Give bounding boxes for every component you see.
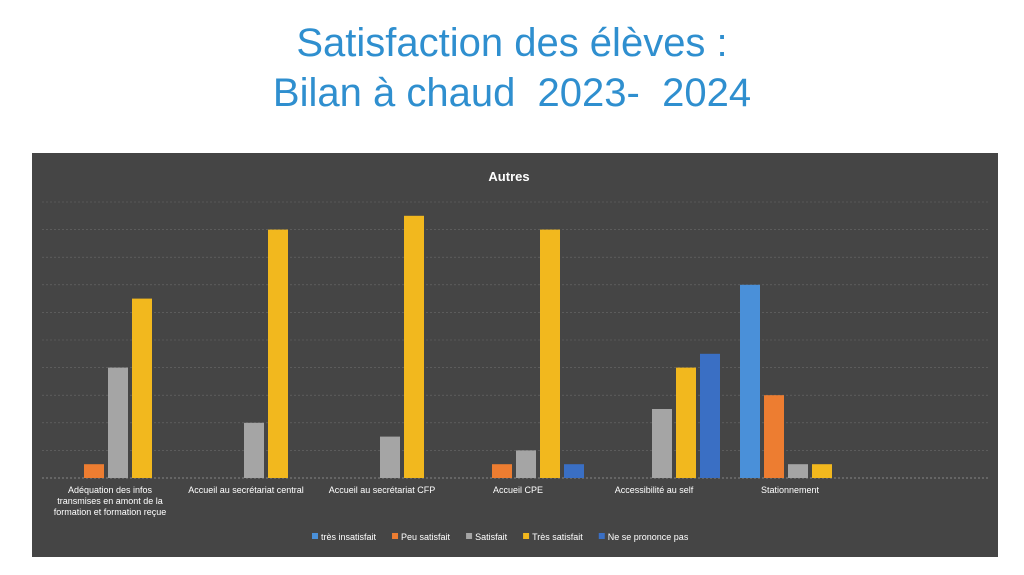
category-label-line: Stationnement xyxy=(761,485,820,495)
category-label-line: Accueil CPE xyxy=(493,485,543,495)
bar-satisfait-2 xyxy=(380,436,400,478)
slide-title-line-2: Bilan à chaud 2023- 2024 xyxy=(272,71,752,115)
bar-peu-satisfait-5 xyxy=(764,395,784,478)
category-label-line: Accueil au secrétariat central xyxy=(188,485,304,495)
legend-swatch xyxy=(312,533,318,539)
bar-satisfait-3 xyxy=(516,450,536,478)
legend-label: Satisfait xyxy=(475,532,508,542)
bar-chart: Autres Adéquation des infos transmises en… xyxy=(42,169,988,542)
bar-satisfait-4 xyxy=(652,409,672,478)
legend-label: très insatisfait xyxy=(321,532,377,542)
category-label: Accueil au secrétariat CFP xyxy=(329,485,436,495)
legend-swatch xyxy=(392,533,399,539)
slide-title-line-1: Satisfaction des élèves : xyxy=(296,21,728,65)
bar-tr-s-satisfait-1 xyxy=(268,229,288,478)
bar-tr-s-satisfait-2 xyxy=(404,215,424,479)
bar-ne-se-prononce-pas-3 xyxy=(564,464,584,478)
bar-tr-s-satisfait-5 xyxy=(812,464,832,478)
gridlines xyxy=(42,201,988,479)
chart-panel: Autres Adéquation des infos transmises en… xyxy=(32,153,998,557)
legend-label: Peu satisfait xyxy=(401,532,451,542)
slide-title: Satisfaction des élèves : Bilan à chaud … xyxy=(0,18,1024,118)
category-label: Stationnement xyxy=(761,485,820,495)
category-label-line: formation et formation reçue xyxy=(54,507,167,517)
bar-satisfait-0 xyxy=(108,367,128,478)
legend-label: Ne se prononce pas xyxy=(608,532,689,542)
bar-tr-s-satisfait-0 xyxy=(132,298,152,478)
category-label: Accueil CPE xyxy=(493,485,543,495)
bar-tr-s-satisfait-3 xyxy=(540,229,560,478)
bar-ne-se-prononce-pas-4 xyxy=(700,353,720,478)
legend: très insatisfait Peu satisfait Satisfait Tr… xyxy=(312,532,689,542)
legend-label: Très satisfait xyxy=(532,532,583,542)
bar-tr-s-satisfait-4 xyxy=(676,367,696,478)
category-label: Adéquation des infos transmises en amont … xyxy=(54,485,167,517)
category-label: Accueil au secrétariat central xyxy=(188,485,304,495)
bar-series xyxy=(84,215,832,479)
legend-swatch xyxy=(523,533,530,539)
bar-tr-s-insatisfait-5 xyxy=(740,284,760,478)
bar-satisfait-1 xyxy=(244,422,264,478)
legend-swatch xyxy=(466,533,473,539)
category-label-line: Accueil au secrétariat CFP xyxy=(329,485,436,495)
category-label-line: Accessibilité au self xyxy=(615,485,694,495)
category-label-line: Adéquation des infos xyxy=(68,485,153,495)
category-labels: Adéquation des infos transmises en amont … xyxy=(54,485,820,517)
legend-swatch xyxy=(598,533,605,539)
category-label: Accessibilité au self xyxy=(615,485,694,495)
category-label-line: transmises en amont de la xyxy=(57,496,163,506)
chart-title: Autres xyxy=(488,169,529,184)
bar-satisfait-5 xyxy=(788,464,808,478)
bar-peu-satisfait-3 xyxy=(492,464,512,478)
bar-peu-satisfait-0 xyxy=(84,464,104,478)
